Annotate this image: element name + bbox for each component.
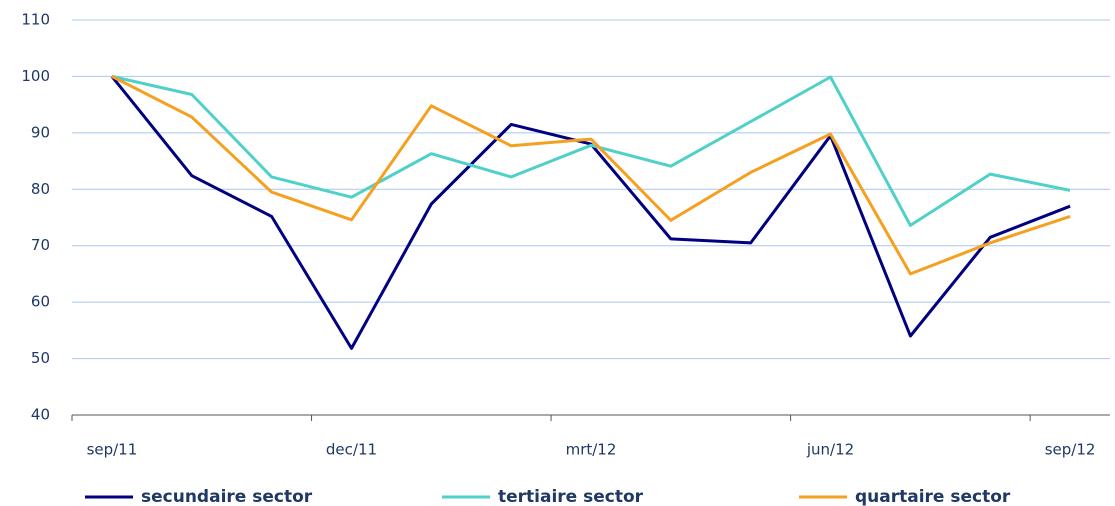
x-tick-label: mrt/12 — [566, 441, 617, 459]
legend: secundaire sector tertiaire sector quartai… — [85, 487, 1011, 506]
y-tick-label: 70 — [31, 236, 50, 254]
legend-label: secundaire sector — [141, 487, 313, 506]
series-line — [110, 75, 1071, 350]
y-tick-label: 50 — [31, 349, 50, 367]
y-tick-label: 90 — [31, 123, 50, 141]
y-tick-label: 80 — [31, 180, 50, 198]
y-tick-label: 110 — [21, 11, 50, 29]
legend-label: quartaire sector — [855, 487, 1011, 506]
y-tick-label: 40 — [31, 406, 50, 424]
series-line — [111, 75, 1071, 276]
series-line — [111, 74, 1071, 227]
y-tick-label: 100 — [21, 67, 50, 85]
x-tick-label: sep/12 — [1045, 441, 1096, 459]
x-tick-label: dec/11 — [326, 441, 377, 459]
x-tick-label: jun/12 — [806, 441, 854, 459]
x-tick-label: sep/11 — [87, 441, 138, 459]
y-tick-label: 60 — [31, 293, 50, 311]
legend-label: tertiaire sector — [498, 487, 644, 506]
